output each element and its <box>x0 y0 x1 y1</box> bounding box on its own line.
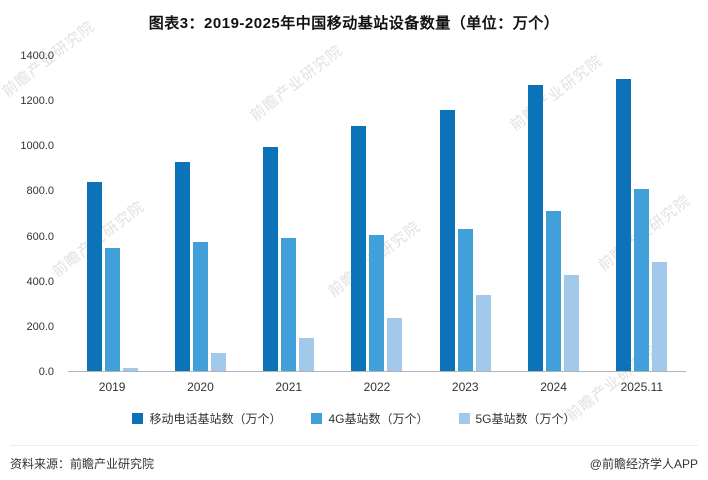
bar <box>210 353 226 371</box>
bar <box>457 229 473 371</box>
bar <box>299 338 315 371</box>
legend-label: 4G基站数（万个） <box>328 412 429 426</box>
bar-group <box>598 56 686 371</box>
bar <box>369 234 385 371</box>
y-axis-label: 1000.0 <box>20 140 54 153</box>
x-axis-label: 2025.11 <box>620 380 664 394</box>
bar-group <box>68 56 156 371</box>
bar <box>616 78 632 371</box>
bar <box>652 261 668 371</box>
legend-swatch-icon <box>132 413 144 424</box>
credit-note: @前瞻经济学人APP <box>589 457 698 471</box>
x-axis-label: 2024 <box>540 380 567 394</box>
y-axis-label: 200.0 <box>26 320 54 333</box>
bar <box>387 318 403 371</box>
bar <box>439 110 455 371</box>
y-axis-label: 400.0 <box>26 275 54 288</box>
legend-swatch-icon <box>311 413 323 424</box>
bar <box>192 241 208 371</box>
y-axis: 0.0 200.0 400.0 600.0 800.0 1000.0 1200.0 1400.… <box>14 50 60 378</box>
bar <box>281 238 297 371</box>
y-axis-label: 0.0 <box>38 366 54 378</box>
legend: 移动电话基站数（万个） 4G基站数（万个） 5G基站数（万个） <box>0 410 708 427</box>
plot-area <box>68 56 686 372</box>
y-axis-label: 800.0 <box>26 185 54 198</box>
legend-item: 移动电话基站数（万个） <box>132 410 281 427</box>
legend-swatch-icon <box>458 413 470 424</box>
legend-label: 5G基站数（万个） <box>475 412 576 426</box>
x-axis-label: 2022 <box>363 380 391 394</box>
bar <box>634 188 650 371</box>
x-axis-label: 2020 <box>187 380 214 394</box>
bar-group <box>509 56 597 371</box>
legend-label: 移动电话基站数（万个） <box>149 412 282 426</box>
bar <box>174 161 190 371</box>
bar-group <box>245 56 333 371</box>
y-axis-label: 1400.0 <box>20 50 54 62</box>
x-axis-label: 2019 <box>98 380 126 394</box>
bar-group <box>156 56 244 371</box>
bar <box>475 294 491 371</box>
bar-group <box>421 56 509 371</box>
footer: 资料来源：前瞻产业研究院 @前瞻经济学人APP <box>10 445 698 472</box>
bar <box>86 182 102 371</box>
chart-title: 图表3：2019-2025年中国移动基站设备数量（单位：万个） <box>148 15 560 32</box>
bar <box>351 125 367 371</box>
legend-item: 4G基站数（万个） <box>311 410 429 427</box>
bar <box>263 147 279 371</box>
y-axis-label: 600.0 <box>26 230 54 243</box>
x-axis-labels: 2019 2020 2021 2022 2023 2024 2025.11 <box>68 376 686 394</box>
bar-chart: 0.0 200.0 400.0 600.0 800.0 1000.0 1200.0 1400.… <box>14 48 694 394</box>
bar <box>528 85 544 371</box>
bar <box>104 248 120 371</box>
bar <box>564 275 580 371</box>
source-note: 资料来源：前瞻产业研究院 <box>10 457 155 471</box>
y-axis-label: 1200.0 <box>20 95 54 108</box>
x-axis-label: 2023 <box>451 380 479 394</box>
x-axis-label: 2021 <box>275 380 303 394</box>
bar-group <box>333 56 421 371</box>
legend-item: 5G基站数（万个） <box>458 410 576 427</box>
bar <box>122 367 138 371</box>
bar <box>546 211 562 371</box>
